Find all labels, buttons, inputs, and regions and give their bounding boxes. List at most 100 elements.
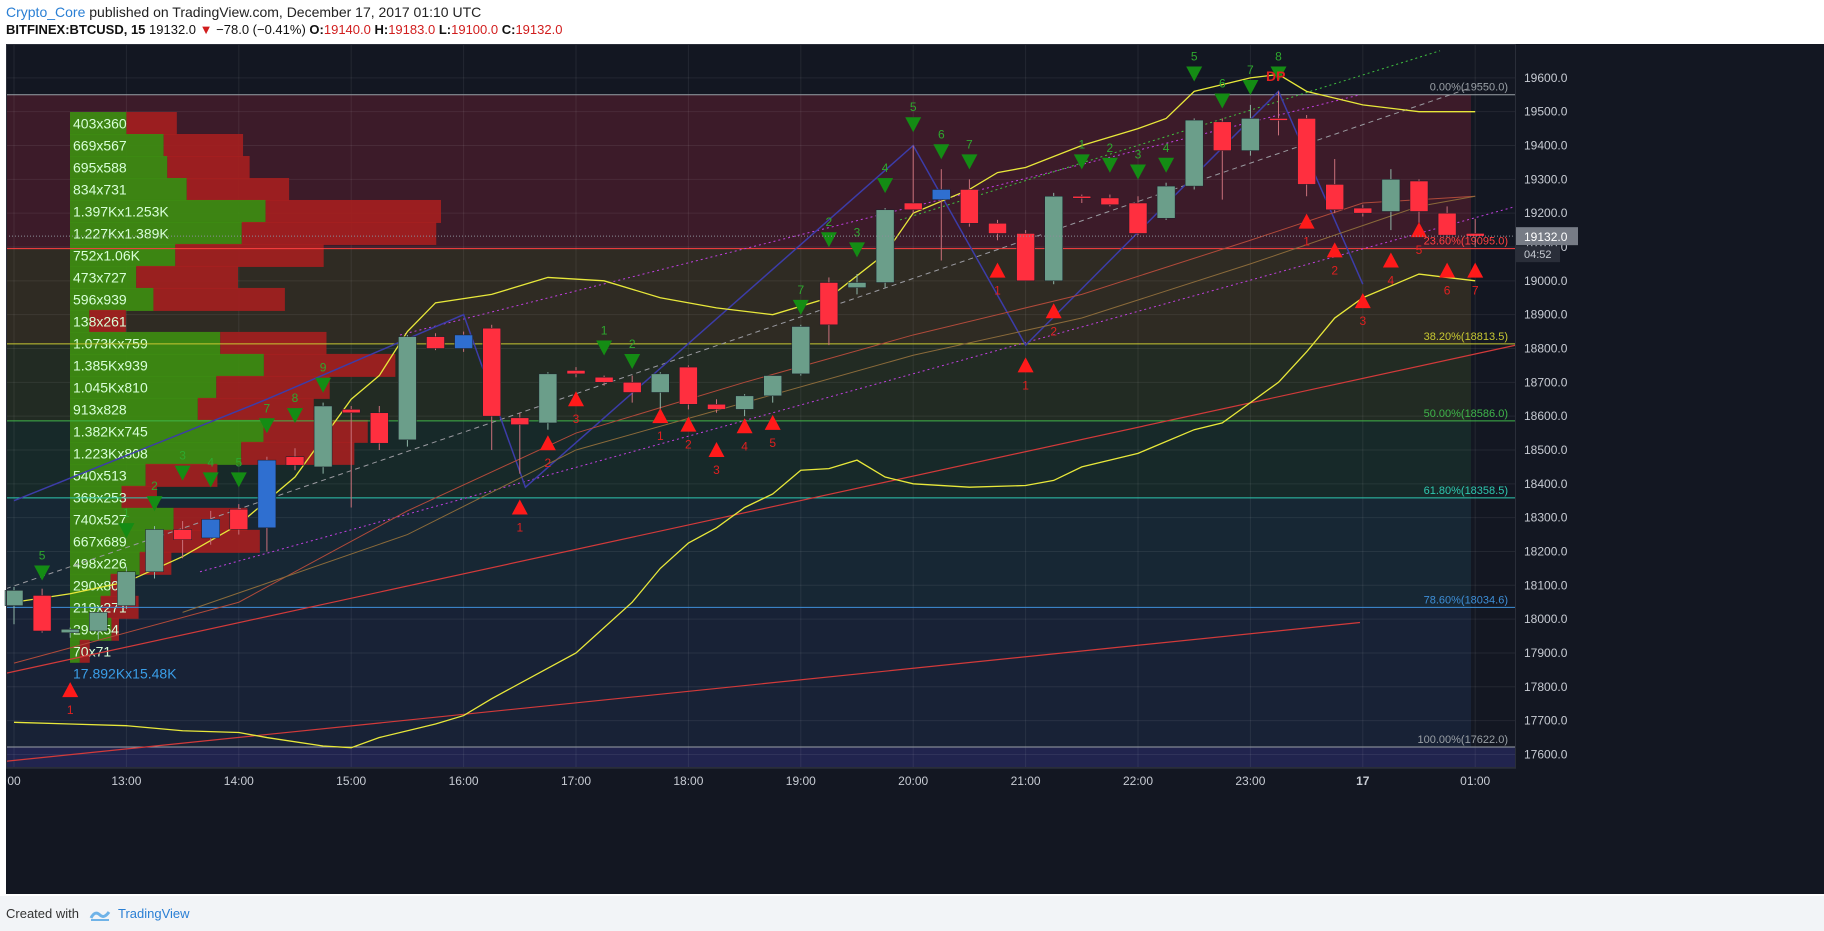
candle bbox=[4, 587, 24, 625]
high-value: 19183.0 bbox=[388, 22, 436, 37]
volume-buy-bar bbox=[70, 639, 80, 663]
author-link[interactable]: Crypto_Core bbox=[6, 4, 86, 20]
sell-signal-triangle bbox=[258, 418, 275, 434]
candle bbox=[566, 367, 586, 378]
buy-signal-triangle bbox=[1045, 303, 1062, 319]
time-tick-label: 21:00 bbox=[1011, 774, 1041, 788]
buy-signal-triangle bbox=[736, 418, 753, 434]
plot-frame bbox=[6, 44, 1516, 768]
volume-profile-label: 1.385Kx939 bbox=[73, 357, 148, 373]
tradingview-link[interactable]: TradingView bbox=[118, 906, 190, 921]
volume-buy-bar bbox=[70, 397, 198, 421]
candle bbox=[398, 334, 417, 447]
candle bbox=[988, 219, 1007, 241]
candle-body bbox=[566, 370, 586, 375]
signal-count: 4 bbox=[882, 161, 889, 175]
volume-profile-label: 540x513 bbox=[73, 467, 127, 483]
time-tick-label: 17 bbox=[1356, 774, 1370, 788]
candle bbox=[594, 375, 614, 386]
volume-sell-bar bbox=[216, 375, 330, 399]
candle-body bbox=[622, 382, 642, 393]
sell-signal-triangle bbox=[624, 354, 641, 370]
trend-line bbox=[899, 50, 1441, 221]
volume-sell-bar bbox=[175, 243, 324, 267]
candle bbox=[1353, 204, 1373, 217]
fib-label: 0.00%(19550.0) bbox=[1430, 82, 1508, 94]
candle-body bbox=[791, 326, 811, 375]
volume-profile-label: 740x527 bbox=[73, 511, 127, 527]
volume-profile-label: 834x731 bbox=[73, 181, 127, 197]
buy-signal-triangle bbox=[708, 441, 725, 457]
signal-count: 2 bbox=[1331, 263, 1338, 277]
time-tick-label: 19:00 bbox=[786, 774, 816, 788]
signal-count: 2 bbox=[1107, 141, 1114, 155]
volume-buy-bar bbox=[70, 463, 146, 487]
candle-body bbox=[1297, 118, 1316, 185]
signal-count: 6 bbox=[1219, 77, 1226, 91]
volume-sell-bar bbox=[121, 485, 157, 509]
candle bbox=[117, 566, 136, 609]
volume-buy-bar bbox=[70, 112, 127, 136]
candle bbox=[1072, 194, 1092, 204]
candle-body bbox=[1213, 121, 1232, 151]
sell-signal-triangle bbox=[34, 565, 51, 581]
sell-signal-triangle bbox=[933, 144, 950, 160]
dp-annotation: DP bbox=[1266, 68, 1285, 84]
sell-signal-triangle bbox=[146, 496, 163, 512]
volume-profile-label: 1.045Kx810 bbox=[73, 379, 148, 395]
signal-count: 1 bbox=[994, 284, 1001, 298]
buy-signal-triangle bbox=[539, 435, 556, 451]
candle-body bbox=[1353, 207, 1373, 214]
candle-body bbox=[1100, 197, 1120, 205]
signal-count: 1 bbox=[657, 429, 664, 443]
candle-body bbox=[426, 336, 445, 349]
candle bbox=[1465, 218, 1485, 247]
sell-signal-triangle bbox=[118, 523, 135, 539]
publisher-line: Crypto_Core published on TradingView.com… bbox=[6, 4, 481, 20]
time-tick-label: 18:00 bbox=[673, 774, 703, 788]
sell-signal-triangle bbox=[1214, 93, 1231, 109]
volume-buy-bar bbox=[70, 133, 164, 157]
volume-sell-bar bbox=[89, 309, 126, 333]
candle bbox=[538, 372, 558, 430]
candle bbox=[257, 456, 277, 552]
signal-count: 3 bbox=[1135, 148, 1142, 162]
buy-signal-triangle bbox=[680, 416, 697, 432]
candle bbox=[1409, 179, 1429, 231]
buy-signal-triangle bbox=[1467, 262, 1484, 278]
candle-body bbox=[370, 412, 389, 444]
candle bbox=[482, 324, 501, 450]
countdown-box bbox=[1516, 246, 1560, 263]
volume-profile-label: 290x80 bbox=[73, 577, 119, 593]
signal-count: 7 bbox=[1472, 284, 1479, 298]
volume-buy-bar bbox=[70, 419, 264, 443]
candle bbox=[313, 402, 333, 474]
price-tick-label: 18800.0 bbox=[1524, 341, 1568, 355]
sell-signal-triangle bbox=[1242, 79, 1259, 95]
signal-count: 2 bbox=[1050, 324, 1057, 338]
candle-body bbox=[1184, 119, 1204, 187]
sell-signal-triangle bbox=[1158, 157, 1175, 173]
fib-zone bbox=[6, 607, 1471, 748]
signal-count: 3 bbox=[854, 225, 861, 239]
bollinger-lower bbox=[13, 273, 1476, 749]
volume-profile-label: 1.382Kx745 bbox=[73, 423, 148, 439]
candle bbox=[370, 406, 389, 450]
price-tick-label: 18100.0 bbox=[1524, 578, 1568, 592]
candle-body bbox=[1044, 195, 1063, 282]
volume-profile-label: 17.892Kx15.48K bbox=[73, 665, 177, 681]
candle bbox=[173, 521, 192, 559]
buy-signal-triangle bbox=[1411, 222, 1427, 238]
footer: Created with TradingView bbox=[0, 896, 1824, 931]
candle-body bbox=[1269, 118, 1288, 121]
price-chart[interactable]: 403x360 669x567 695x588 834x731 1.397Kx1.253… bbox=[0, 44, 1824, 896]
signal-count: 1 bbox=[123, 506, 130, 520]
volume-buy-bar bbox=[70, 331, 221, 355]
symbol-label[interactable]: BITFINEX:BTCUSD, 15 bbox=[6, 22, 146, 37]
candle bbox=[1269, 91, 1288, 136]
signal-count: 5 bbox=[910, 100, 917, 114]
candle-body bbox=[1072, 195, 1092, 199]
volume-profile-label: 596x939 bbox=[73, 291, 127, 307]
candle bbox=[32, 588, 52, 633]
